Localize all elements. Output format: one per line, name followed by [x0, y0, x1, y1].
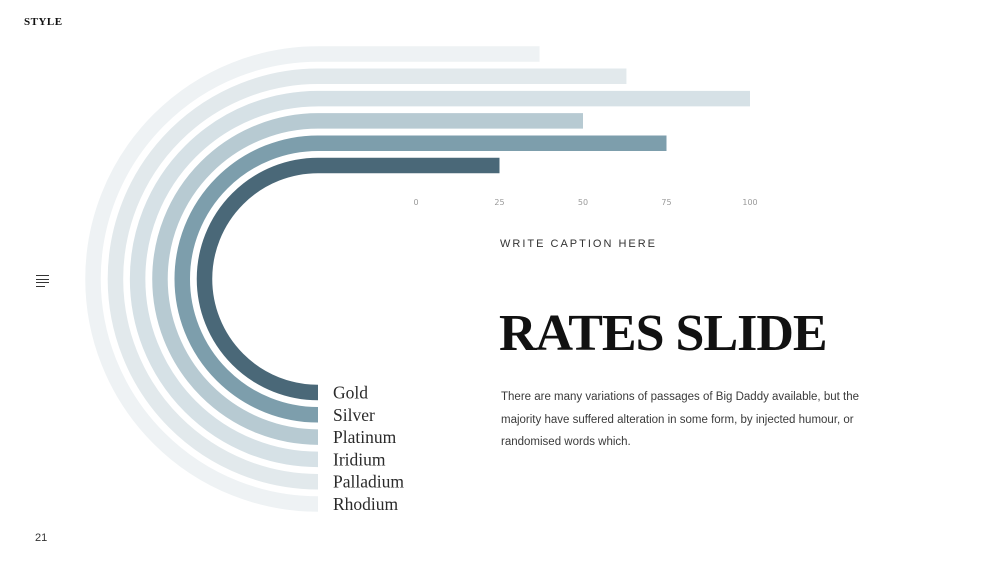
category-label-gold: Gold — [333, 383, 368, 403]
category-label-platinum: Platinum — [333, 427, 397, 447]
category-label-rhodium: Rhodium — [333, 494, 399, 514]
x-tick-label: 0 — [413, 198, 418, 207]
page-title: RATES SLIDE — [499, 305, 828, 362]
x-tick-label: 100 — [742, 198, 757, 207]
arc-bar-rhodium — [85, 46, 540, 512]
page-number: 21 — [35, 532, 48, 544]
arc-bar-iridium — [129, 90, 750, 468]
category-label-iridium: Iridium — [333, 449, 386, 469]
arc-bar-platinum — [152, 113, 583, 445]
x-tick-label: 50 — [578, 198, 588, 207]
arc-bar-silver — [174, 135, 667, 423]
category-label-palladium: Palladium — [333, 472, 404, 492]
x-tick-label: 75 — [661, 198, 671, 207]
x-tick-label: 25 — [494, 198, 504, 207]
category-label-silver: Silver — [333, 405, 375, 425]
chart-caption: WRITE CAPTION HERE — [500, 238, 658, 250]
brand-logo: STYLE — [24, 16, 63, 28]
arc-bar-palladium — [107, 68, 627, 490]
arc-bar-gold — [196, 157, 500, 401]
menu-icon[interactable] — [36, 275, 49, 288]
body-paragraph: There are many variations of passages of… — [501, 391, 859, 448]
